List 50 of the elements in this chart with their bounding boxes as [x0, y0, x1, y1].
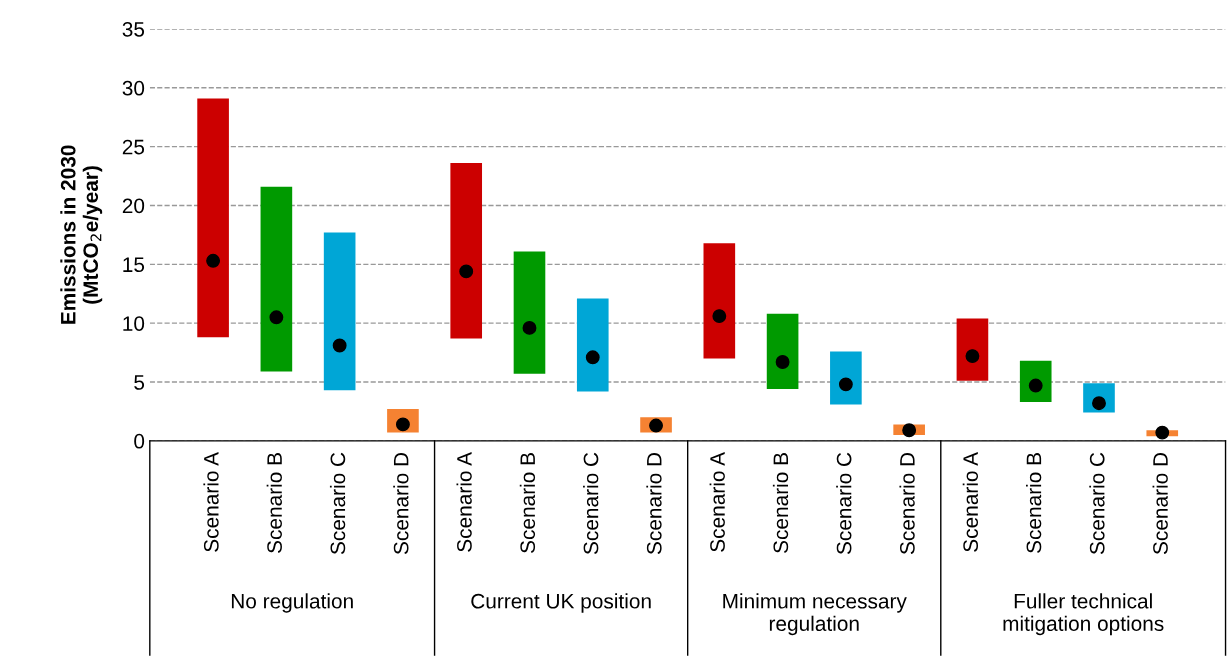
bar: [323, 232, 356, 391]
y-tick-label: 0: [134, 433, 145, 449]
x-tick-label: Scenario C: [329, 452, 346, 555]
y-tick-label: 5: [134, 375, 145, 390]
x-tick-label: Scenario A: [962, 452, 979, 552]
bar: [576, 298, 609, 392]
y-tick-label: 10: [123, 316, 145, 331]
bar: [197, 98, 229, 338]
text: Minimum necessary regulation: [723, 593, 907, 636]
point: [206, 253, 221, 268]
x-tick-label: Scenario D: [1152, 452, 1168, 555]
x-tick-label: Scenario C: [836, 452, 852, 555]
text: Fuller technical mitigation options: [1003, 593, 1164, 636]
bar: [450, 163, 483, 339]
point: [965, 349, 980, 364]
x-tick-label: Scenario C: [1089, 452, 1105, 555]
point: [459, 264, 474, 279]
x-tick-label: Scenario B: [1026, 453, 1042, 553]
point: [269, 310, 284, 325]
bar: [766, 313, 799, 390]
bar: [513, 251, 546, 374]
text: No regulation: [231, 593, 353, 613]
x-tick-label: Scenario B: [266, 453, 282, 553]
bar: [260, 186, 293, 372]
x-tick-label: Scenario B: [772, 453, 789, 553]
bar: [956, 318, 989, 381]
y-tick-label: 25: [122, 139, 145, 155]
y-axis-title: Emissions in 2030 (MtCO$_{2}$e/year): [60, 145, 103, 324]
point: [775, 355, 790, 369]
x-tick-label: Scenario D: [646, 452, 662, 555]
point: [1155, 425, 1170, 440]
y-tick-label: 35: [122, 21, 145, 37]
x-tick-label: Scenario D: [899, 452, 915, 555]
y-tick-label: 30: [122, 80, 145, 96]
x-tick-label: Scenario B: [519, 453, 536, 553]
point: [902, 423, 917, 438]
x-tick-label: Scenario A: [203, 452, 219, 552]
bar: [703, 243, 736, 359]
x-tick-label: Scenario A: [709, 452, 725, 552]
point: [332, 338, 347, 353]
text: Current UK position: [471, 593, 651, 613]
y-tick-label: 20: [122, 198, 145, 214]
x-tick-label: Scenario A: [456, 452, 472, 552]
x-tick-label: Scenario D: [393, 452, 409, 555]
point: [585, 350, 600, 365]
x-tick-label: Scenario C: [583, 452, 599, 555]
bar: [830, 351, 862, 405]
y-tick-label: 15: [123, 257, 145, 273]
point: [712, 309, 727, 324]
point: [522, 320, 537, 335]
